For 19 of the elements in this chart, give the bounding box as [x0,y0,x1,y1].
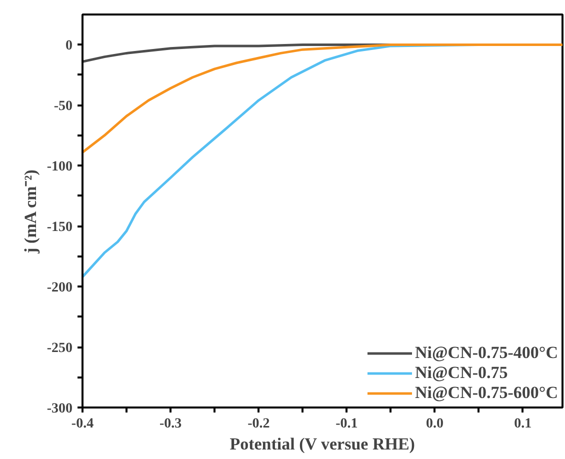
legend-label: Ni@CN-0.75-400°C [414,343,558,363]
y-tick-label: -50 [54,99,73,114]
x-tick-label: -0.2 [248,416,270,432]
line-series [82,43,562,154]
x-axis-title: Potential (V versue RHE) [230,434,415,454]
legend-label: Ni@CN-0.75 [414,363,508,383]
y-axis-title: j (mA cm⁻²) [20,170,40,254]
x-tick-label: -0.4 [71,416,94,432]
x-tick-label: -0.1 [336,416,358,432]
y-tick-label: -150 [46,220,73,236]
y-tick-label: -100 [46,160,73,175]
x-tick-label: 0.1 [514,416,532,432]
legend-label: Ni@CN-0.75-600°C [414,383,558,403]
x-tick-label: 0.0 [426,416,444,432]
y-tick-label: -250 [46,341,73,356]
y-tick-label: -300 [46,402,73,416]
y-tick-label: -200 [46,280,73,296]
y-tick-label: 0 [66,38,72,54]
x-tick-label: -0.3 [159,416,182,432]
